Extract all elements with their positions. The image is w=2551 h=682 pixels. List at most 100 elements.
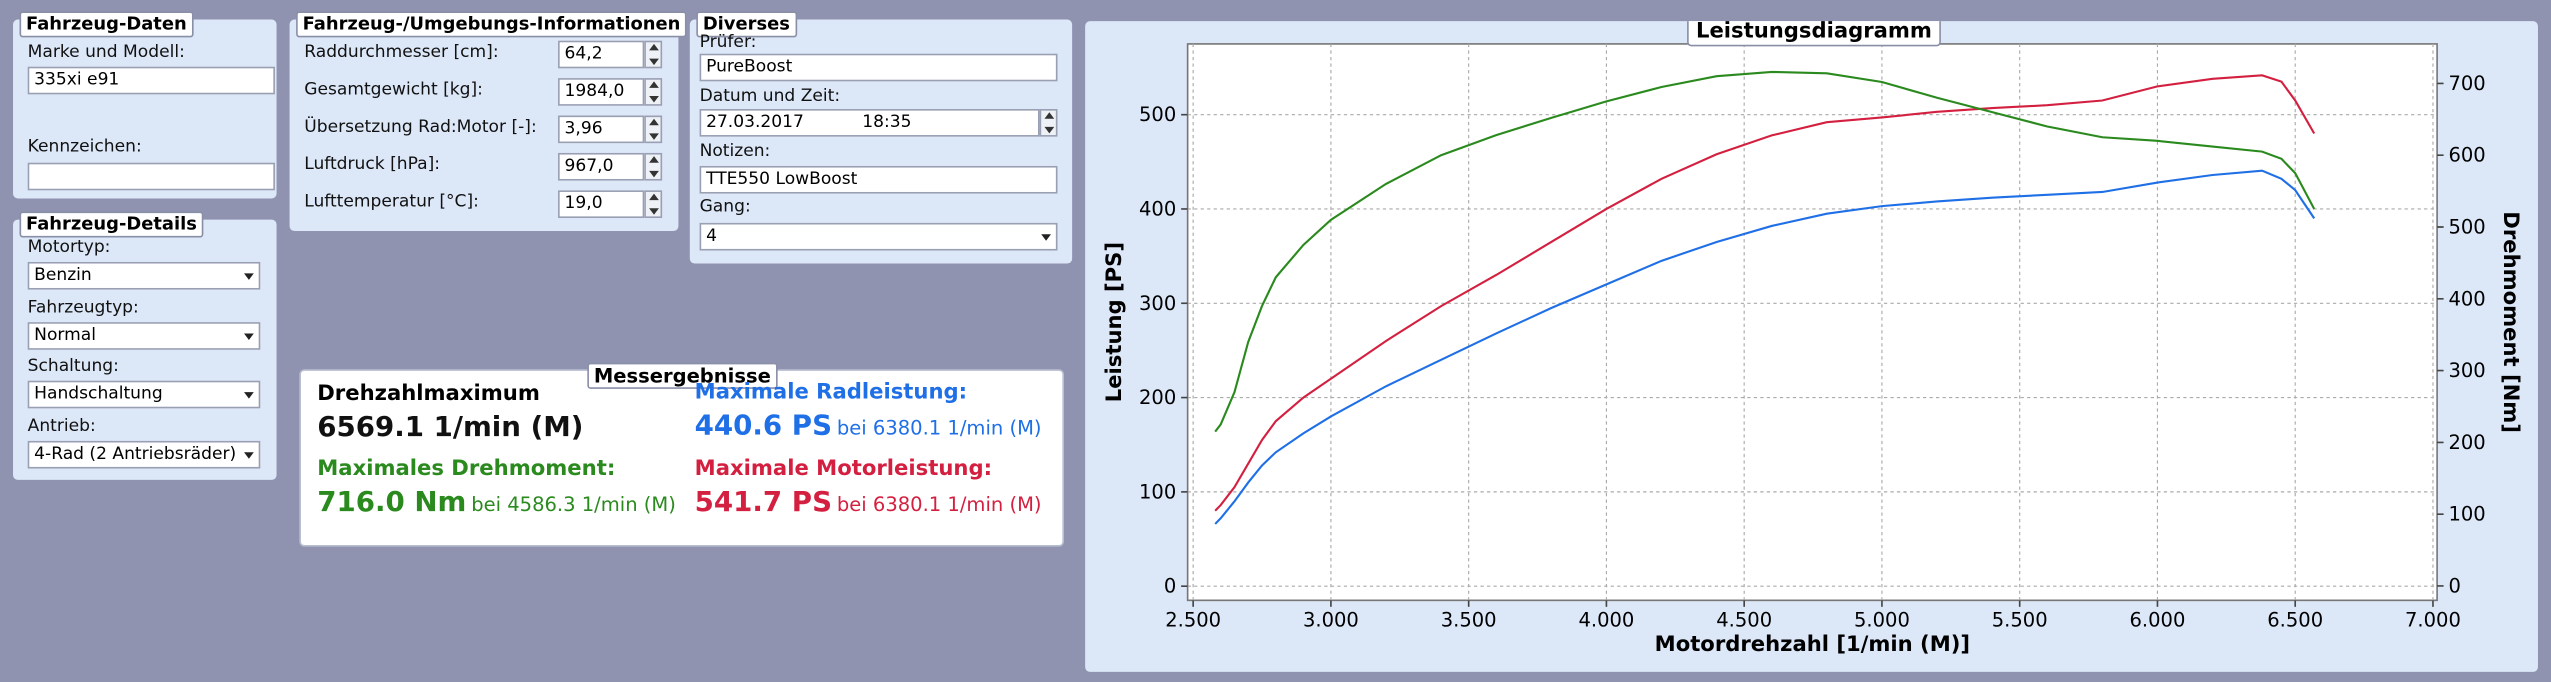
field-label: Raddurchmesser [cm]: xyxy=(304,42,499,62)
spinner[interactable] xyxy=(644,190,663,219)
number-input[interactable]: 3,96 xyxy=(558,115,645,144)
spinner[interactable] xyxy=(644,40,663,69)
field-label: Fahrzeugtyp: xyxy=(27,297,139,317)
field-label: Gang: xyxy=(699,196,751,217)
field-label: Gesamtgewicht [kg]: xyxy=(304,79,483,100)
dropdown[interactable]: Benzin xyxy=(27,261,261,290)
misc-panel: Diverses Prüfer: PureBoost Datum und Zei… xyxy=(689,11,1073,264)
group-title: Fahrzeug-Daten xyxy=(19,11,194,38)
y2-tick-label: 0 xyxy=(2448,574,2460,597)
x-tick-label: 2.500 xyxy=(1165,608,1221,631)
value: 440.6 PS xyxy=(694,409,833,443)
y-tick-label: 0 xyxy=(1164,575,1176,598)
result-label: Maximales Drehmoment: xyxy=(317,457,616,482)
y-tick-label: 500 xyxy=(1139,103,1176,126)
y-tick-label: 200 xyxy=(1139,386,1176,409)
text-input[interactable] xyxy=(27,162,275,191)
chart: 2.500 3.000 3.500 4.000 4.500 5.000 5.500 6.000… xyxy=(1101,21,2524,656)
field-label: Luftdruck [hPa]: xyxy=(304,154,441,175)
plot-area xyxy=(1186,43,2438,602)
result-value: 716.0 Nm bei 4586.3 1/min (M) xyxy=(317,486,676,519)
y2-tick-label: 300 xyxy=(2448,359,2485,382)
y2-tick-label: 600 xyxy=(2448,144,2485,167)
number-input[interactable]: 64,2 xyxy=(558,40,645,69)
spinner[interactable] xyxy=(644,78,663,106)
value: 6569.1 1/min (M) xyxy=(317,411,584,445)
field-label: Schaltung: xyxy=(27,356,119,377)
series-line xyxy=(1214,169,2316,525)
field-label: Motortyp: xyxy=(27,237,111,258)
field-label: Datum und Zeit: xyxy=(699,86,841,106)
detail: bei 6380.1 1/min (M) xyxy=(836,416,1042,440)
group-title: Diverses xyxy=(696,11,797,38)
x-tick-label: 3.000 xyxy=(1303,608,1359,631)
y2-tick-label: 400 xyxy=(2448,287,2485,310)
group-title: Fahrzeug-/Umgebungs-Informationen xyxy=(296,11,687,38)
result-value: 6569.1 1/min (M) xyxy=(317,412,583,445)
vehicle-data-panel: Fahrzeug-Daten Marke und Modell: 335xi e… xyxy=(13,11,277,199)
results-panel: Messergebnisse Drehzahlmaximum 6569.1 1/… xyxy=(299,362,1064,547)
y2-axis-label: Drehmoment [Nm] xyxy=(2499,211,2524,433)
x-tick-label: 4.000 xyxy=(1578,608,1634,631)
spinner[interactable] xyxy=(644,152,663,181)
dropdown[interactable]: Handschaltung xyxy=(27,381,261,409)
result-label: Maximale Motorleistung: xyxy=(694,457,993,482)
time: 18:35 xyxy=(862,112,912,132)
y2-tick-label: 100 xyxy=(2448,503,2485,526)
field-label: Marke und Modell: xyxy=(27,42,185,62)
value: 716.0 Nm xyxy=(317,486,467,519)
environment-panel: Fahrzeug-/Umgebungs-Informationen Raddur… xyxy=(289,11,687,232)
spinner[interactable] xyxy=(1039,109,1058,137)
y-tick-label: 300 xyxy=(1139,292,1176,315)
group-title: Messergebnisse xyxy=(587,362,778,389)
x-axis-label: Motordrehzahl [1/min (M)] xyxy=(1655,631,1970,656)
dropdown[interactable]: 4-Rad (2 Antriebsräder) xyxy=(27,441,261,469)
detail: bei 4586.3 1/min (M) xyxy=(471,492,676,516)
y2-tick-label: 700 xyxy=(2448,72,2485,95)
number-input[interactable]: 1984,0 xyxy=(558,78,645,106)
x-tick-label: 7.000 xyxy=(2405,608,2461,631)
datetime-input[interactable]: 27.03.2017 18:35 xyxy=(699,109,1040,137)
group-title: Fahrzeug-Details xyxy=(19,211,204,238)
text-input[interactable]: PureBoost xyxy=(699,53,1058,82)
x-tick-label: 6.500 xyxy=(2267,608,2323,631)
series-line xyxy=(1214,74,2316,512)
dropdown[interactable]: Normal xyxy=(27,321,261,350)
title-box xyxy=(1687,21,1941,47)
date: 27.03.2017 xyxy=(706,112,804,132)
result-value: 541.7 PS bei 6380.1 1/min (M) xyxy=(695,486,1042,519)
y-axis-label: Leistung [PS] xyxy=(1101,242,1126,402)
series-line xyxy=(1214,70,2316,433)
text-input[interactable]: TTE550 LowBoost xyxy=(699,165,1058,194)
chart-panel: 2.500 3.000 3.500 4.000 4.500 5.000 5.500 6.000… xyxy=(1085,21,2538,672)
field-label: Übersetzung Rad:Motor [-]: xyxy=(304,117,537,137)
chart-title: Leistungsdiagramm xyxy=(1696,21,1932,42)
result-label: Drehzahlmaximum xyxy=(317,382,540,407)
x-tick-label: 5.500 xyxy=(1992,608,2048,631)
field-label: Prüfer: xyxy=(699,32,757,53)
spinner[interactable] xyxy=(644,115,663,144)
y2-tick-label: 500 xyxy=(2448,216,2485,239)
x-tick-label: 6.000 xyxy=(2130,608,2186,631)
field-label: Antrieb: xyxy=(27,416,96,437)
number-input[interactable]: 967,0 xyxy=(558,152,645,181)
x-tick-label: 4.500 xyxy=(1716,608,1772,631)
dropdown[interactable]: 4 xyxy=(699,222,1058,251)
field-label: Kennzeichen: xyxy=(27,136,142,157)
field-label: Lufttemperatur [°C]: xyxy=(304,191,479,212)
result-label: Maximale Radleistung: xyxy=(694,380,968,406)
result-value: 440.6 PS bei 6380.1 1/min (M) xyxy=(695,410,1042,443)
x-tick-label: 3.500 xyxy=(1441,608,1497,631)
field-label: Notizen: xyxy=(699,141,771,162)
y2-tick-label: 200 xyxy=(2448,431,2485,454)
number-input[interactable]: 19,0 xyxy=(558,190,645,219)
y-tick-label: 400 xyxy=(1139,197,1176,220)
text-input[interactable]: 335xi e91 xyxy=(27,66,275,95)
value: 541.7 PS xyxy=(694,486,833,519)
vehicle-details-panel: Fahrzeug-Details Motortyp: Benzin Fahrzeug… xyxy=(13,211,277,480)
detail: bei 6380.1 1/min (M) xyxy=(836,492,1042,516)
y-tick-label: 100 xyxy=(1139,480,1176,503)
x-tick-label: 5.000 xyxy=(1854,608,1910,631)
